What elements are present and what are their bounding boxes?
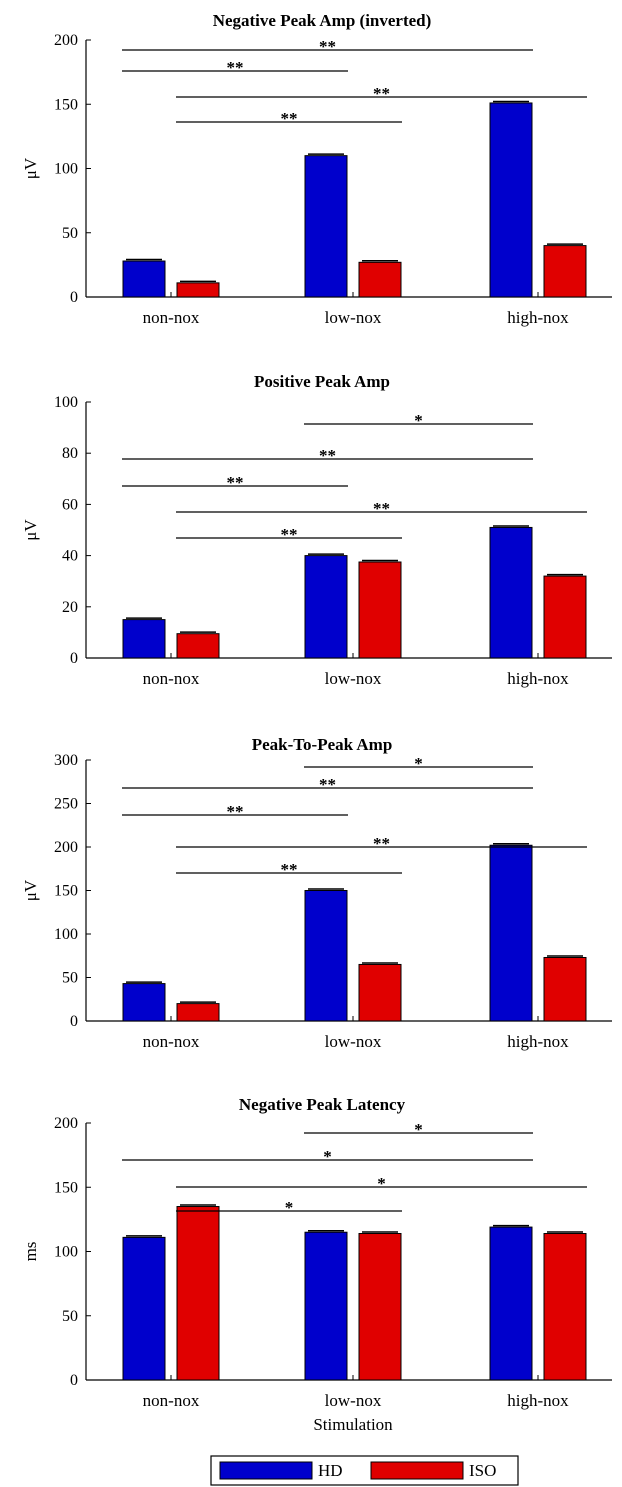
y-tick-label: 40	[62, 548, 78, 565]
y-tick-label: 80	[62, 445, 78, 462]
x-tick-label: low-nox	[325, 1391, 382, 1410]
legend: HD ISO	[210, 1455, 519, 1486]
bar-iso-non-nox	[176, 633, 220, 659]
y-tick-label: 100	[54, 1244, 78, 1261]
bar-hd-non-nox	[122, 260, 166, 298]
bar-iso-low-nox	[358, 1233, 402, 1381]
significance-marker: **	[319, 37, 336, 56]
significance-marker: **	[319, 775, 336, 794]
bar-hd-low-nox	[304, 555, 348, 659]
bar-hd-low-nox	[304, 155, 348, 298]
x-tick-label: low-nox	[325, 308, 382, 327]
significance-marker: **	[319, 446, 336, 465]
y-tick-label: 200	[54, 839, 78, 856]
bar-iso-low-nox	[358, 261, 402, 298]
y-axis-label: ms	[21, 1242, 40, 1262]
x-tick-label: non-nox	[143, 1032, 200, 1051]
significance-marker: *	[323, 1147, 332, 1166]
y-tick-label: 0	[70, 650, 78, 667]
bar-iso-non-nox	[176, 1206, 220, 1381]
bar-iso-low-nox	[358, 963, 402, 1022]
chart-title: Negative Peak Amp (inverted)	[213, 11, 432, 30]
y-tick-label: 20	[62, 599, 78, 616]
y-tick-label: 0	[70, 289, 78, 306]
bar-hd-low-nox	[304, 890, 348, 1022]
x-tick-label: low-nox	[325, 669, 382, 688]
bar-hd-high-nox	[489, 844, 533, 1022]
significance-marker: **	[227, 473, 244, 492]
legend-swatch-hd	[219, 1461, 313, 1480]
y-tick-label: 300	[54, 752, 78, 769]
significance-marker: *	[414, 754, 423, 773]
y-tick-label: 250	[54, 796, 78, 813]
chart-title: Peak-To-Peak Amp	[252, 735, 393, 754]
bar-iso-low-nox	[358, 561, 402, 659]
bar-iso-high-nox	[543, 1233, 587, 1381]
x-tick-label: low-nox	[325, 1032, 382, 1051]
significance-marker: *	[414, 411, 423, 430]
y-tick-label: 0	[70, 1372, 78, 1389]
y-tick-label: 200	[54, 32, 78, 49]
y-tick-label: 50	[62, 1308, 78, 1325]
legend-swatch-iso	[370, 1461, 464, 1480]
significance-marker: **	[227, 802, 244, 821]
x-axis-label: Stimulation	[313, 1415, 393, 1434]
bar-hd-low-nox	[304, 1231, 348, 1381]
bar-iso-non-nox	[176, 282, 220, 298]
significance-marker: **	[227, 58, 244, 77]
significance-marker: *	[414, 1120, 423, 1139]
y-axis-label: μV	[21, 157, 40, 179]
bar-hd-non-nox	[122, 983, 166, 1022]
chart-panel-4: Negative Peak Latency 0 50 100 150 200 ms non-n…	[21, 1095, 612, 1434]
y-tick-label: 100	[54, 926, 78, 943]
y-tick-label: 50	[62, 225, 78, 242]
significance-marker: **	[281, 525, 298, 544]
y-tick-label: 50	[62, 970, 78, 987]
y-tick-label: 100	[54, 161, 78, 178]
significance-marker: **	[281, 860, 298, 879]
bar-hd-high-nox	[489, 526, 533, 659]
y-axis-label: μV	[21, 879, 40, 901]
chart-panel-3: Peak-To-Peak Amp 0 50 100 150 200 250 300 μV non-…	[21, 735, 612, 1051]
chart-title: Negative Peak Latency	[239, 1095, 406, 1114]
chart-panel-2: Positive Peak Amp 0 20 40 60 80 100 μV non-nox lo…	[21, 372, 612, 688]
x-tick-label: non-nox	[143, 669, 200, 688]
bar-iso-high-nox	[543, 956, 587, 1022]
chart-title: Positive Peak Amp	[254, 372, 390, 391]
significance-marker: *	[285, 1198, 294, 1217]
y-tick-label: 150	[54, 96, 78, 113]
x-tick-label: high-nox	[507, 669, 569, 688]
x-tick-label: high-nox	[507, 1391, 569, 1410]
legend-label-hd: HD	[318, 1461, 343, 1480]
significance-marker: **	[373, 499, 390, 518]
significance-marker: **	[281, 109, 298, 128]
bar-hd-high-nox	[489, 102, 533, 298]
significance-marker: **	[373, 84, 390, 103]
legend-label-iso: ISO	[469, 1461, 496, 1480]
y-tick-label: 200	[54, 1115, 78, 1132]
chart-panel-1: Negative Peak Amp (inverted) 0 50 100 150 200…	[21, 11, 612, 327]
y-tick-label: 0	[70, 1013, 78, 1030]
y-axis-label: μV	[21, 519, 40, 541]
y-tick-label: 60	[62, 496, 78, 513]
x-tick-label: non-nox	[143, 1391, 200, 1410]
bar-hd-non-nox	[122, 1236, 166, 1381]
x-tick-label: non-nox	[143, 308, 200, 327]
x-tick-label: high-nox	[507, 1032, 569, 1051]
y-tick-label: 100	[54, 394, 78, 411]
x-tick-label: high-nox	[507, 308, 569, 327]
significance-marker: **	[373, 834, 390, 853]
bar-iso-non-nox	[176, 1003, 220, 1022]
significance-marker: *	[377, 1174, 386, 1193]
bar-iso-high-nox	[543, 575, 587, 659]
bar-hd-high-nox	[489, 1226, 533, 1381]
y-tick-label: 150	[54, 883, 78, 900]
bar-hd-non-nox	[122, 619, 166, 659]
bar-iso-high-nox	[543, 245, 587, 298]
y-tick-label: 150	[54, 1179, 78, 1196]
